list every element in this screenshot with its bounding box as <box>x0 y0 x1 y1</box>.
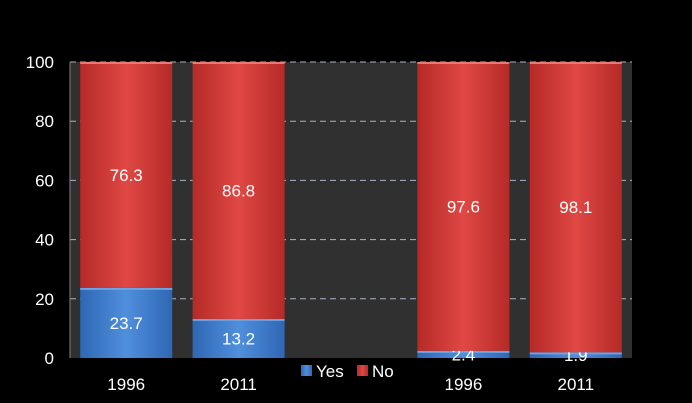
bar-no <box>529 62 622 353</box>
legend-label-no: No <box>372 362 394 381</box>
bar-yes <box>192 318 285 358</box>
x-tick-label: 2011 <box>558 375 595 394</box>
x-tick-label: 2011 <box>220 375 257 394</box>
bar-no <box>192 62 285 319</box>
legend-label-yes: Yes <box>316 362 344 381</box>
y-tick-label: 40 <box>35 231 54 250</box>
bar-yes <box>417 350 510 358</box>
y-tick-label: 80 <box>35 112 54 131</box>
bar-no <box>417 62 510 351</box>
value-label: 98.1 <box>559 198 592 217</box>
bar-yes <box>80 287 173 358</box>
legend-swatch-yes <box>301 365 312 376</box>
value-label: 23.7 <box>110 314 143 333</box>
bars: 23.776.313.286.82.497.61.998.1 <box>80 62 622 365</box>
y-tick-label: 20 <box>35 290 54 309</box>
bar-yes <box>529 352 622 358</box>
value-label: 97.6 <box>447 197 480 216</box>
x-tick-label: 1996 <box>107 375 145 394</box>
legend-swatch-no <box>357 365 368 376</box>
x-axis: 1996 2011 1996 2011 <box>107 375 594 394</box>
x-tick-label: 1996 <box>444 375 482 394</box>
value-label: 86.8 <box>222 181 255 200</box>
value-label: 76.3 <box>110 166 143 185</box>
y-axis: 0 20 40 60 80 100 <box>26 53 71 368</box>
y-tick-label: 0 <box>45 349 54 368</box>
legend: Yes No <box>301 362 394 381</box>
y-tick-label: 100 <box>26 53 54 72</box>
y-tick-label: 60 <box>35 171 54 190</box>
bar-no <box>80 62 173 288</box>
value-label: 13.2 <box>222 329 255 348</box>
